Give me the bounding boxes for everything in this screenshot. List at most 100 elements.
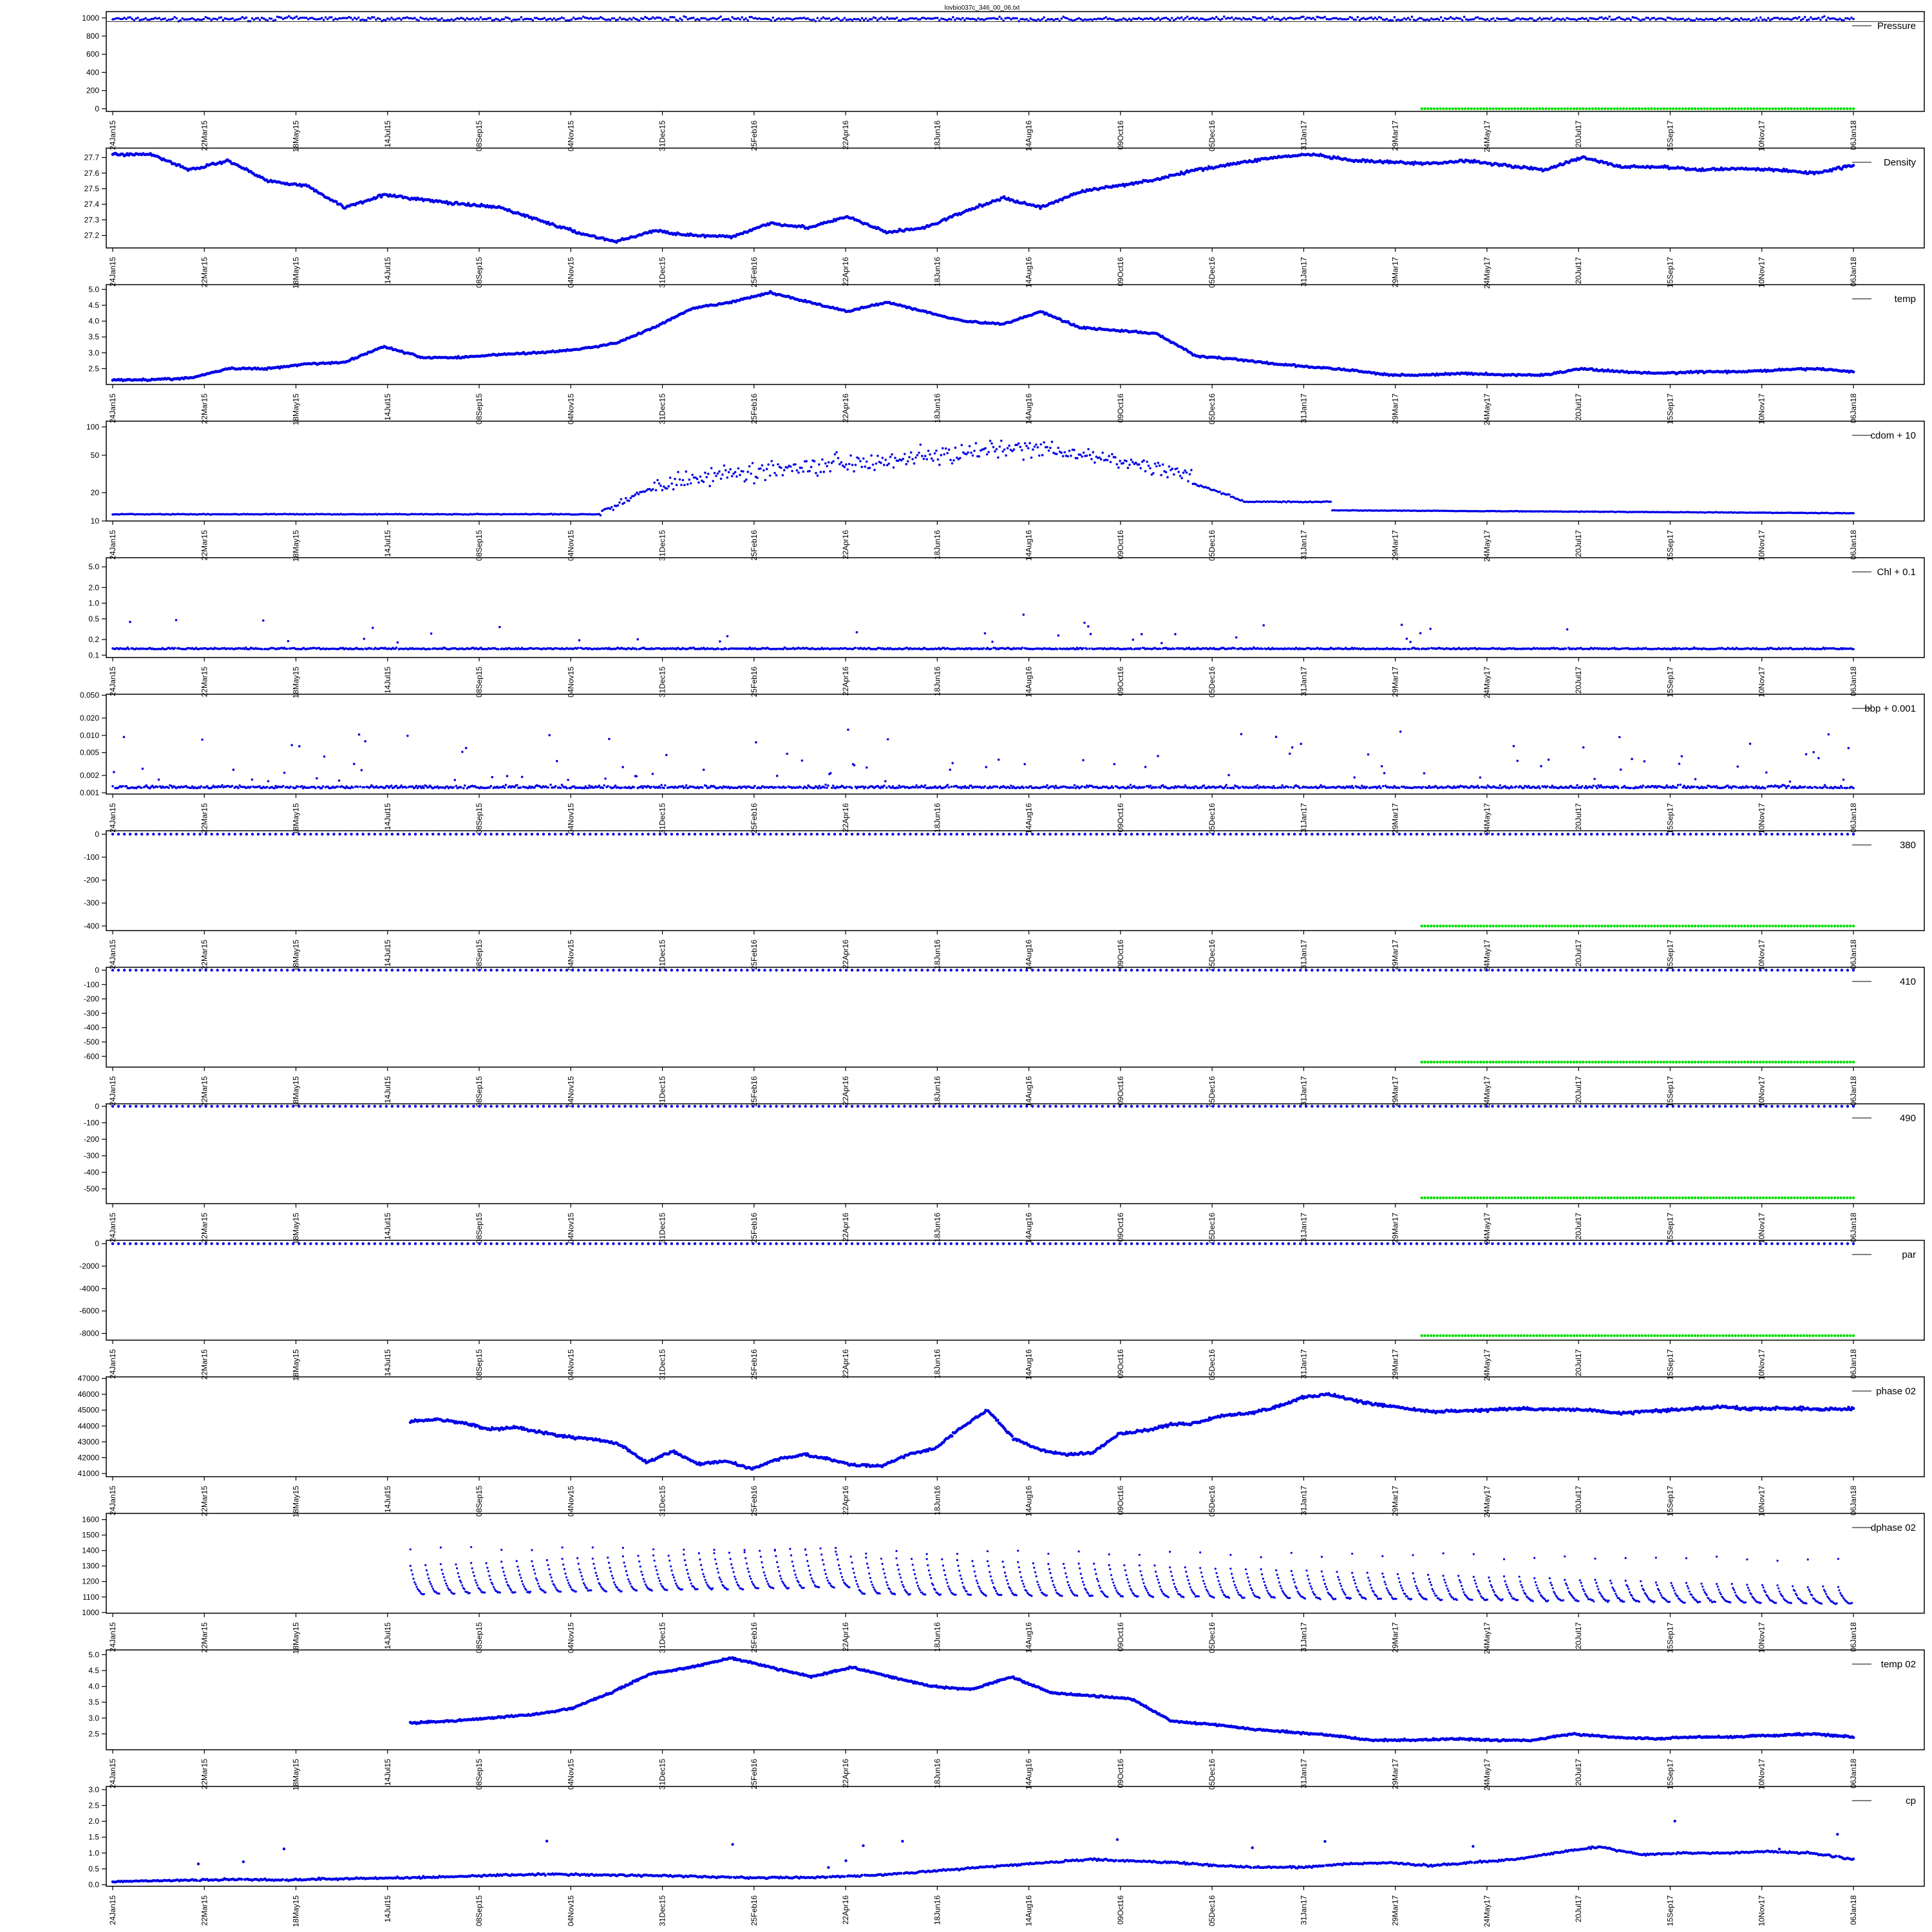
data-point bbox=[1531, 17, 1533, 20]
data-point bbox=[1829, 17, 1832, 21]
data-point bbox=[1329, 18, 1332, 21]
flag-point bbox=[1513, 107, 1517, 110]
data-point bbox=[824, 17, 827, 20]
data-point bbox=[1705, 17, 1708, 20]
data-point bbox=[1070, 18, 1073, 21]
data-point bbox=[808, 469, 811, 473]
x-tick-label: 22Apr16 bbox=[841, 530, 850, 560]
data-point bbox=[1043, 441, 1045, 444]
data-point bbox=[473, 18, 476, 21]
data-point bbox=[716, 472, 719, 475]
data-point bbox=[929, 17, 931, 20]
x-tick-label: 24May17 bbox=[1482, 120, 1492, 153]
x-tick-label: 06Jan18 bbox=[1849, 530, 1858, 560]
data-point bbox=[1772, 17, 1776, 19]
flag-point bbox=[1768, 107, 1771, 110]
data-point bbox=[504, 16, 507, 19]
data-point bbox=[1709, 17, 1712, 21]
data-point bbox=[350, 16, 352, 19]
data-point bbox=[1211, 17, 1214, 19]
data-point bbox=[1335, 17, 1338, 20]
data-point bbox=[1654, 18, 1658, 21]
data-point bbox=[691, 473, 694, 477]
data-point bbox=[994, 17, 997, 20]
data-point bbox=[914, 456, 917, 459]
y-tick-label: 20 bbox=[91, 488, 100, 497]
x-tick-label: 14Aug16 bbox=[1025, 120, 1034, 151]
data-point bbox=[658, 482, 661, 485]
data-point bbox=[750, 472, 752, 475]
data-point bbox=[278, 15, 281, 19]
data-point bbox=[322, 19, 325, 21]
data-point bbox=[1097, 17, 1100, 20]
data-point bbox=[1447, 17, 1450, 20]
data-point bbox=[865, 460, 868, 463]
data-point bbox=[843, 466, 846, 468]
data-point bbox=[200, 19, 204, 21]
data-point bbox=[1660, 17, 1663, 20]
flag-point bbox=[1482, 107, 1486, 110]
data-point bbox=[1010, 18, 1012, 21]
data-point bbox=[1352, 18, 1356, 21]
data-point bbox=[243, 17, 246, 20]
data-point bbox=[1081, 455, 1083, 458]
data-point bbox=[1296, 17, 1299, 20]
data-point bbox=[189, 17, 192, 21]
data-point bbox=[535, 17, 538, 19]
data-point bbox=[1094, 461, 1096, 464]
flag-point bbox=[1613, 107, 1616, 110]
x-tick-label: 08Sep15 bbox=[475, 530, 484, 561]
data-point bbox=[1466, 19, 1470, 21]
data-point bbox=[1327, 18, 1330, 21]
data-point bbox=[332, 19, 335, 21]
data-point bbox=[1732, 18, 1735, 21]
data-point bbox=[653, 481, 656, 484]
data-point bbox=[1461, 19, 1464, 22]
data-point bbox=[566, 19, 569, 22]
flag-point bbox=[1749, 107, 1753, 110]
data-point bbox=[308, 17, 312, 19]
data-point bbox=[983, 19, 985, 21]
data-point bbox=[1680, 17, 1683, 21]
data-point bbox=[396, 17, 399, 20]
data-point bbox=[227, 18, 231, 21]
data-point bbox=[1225, 17, 1227, 20]
data-point bbox=[1474, 16, 1477, 19]
data-point bbox=[316, 18, 319, 21]
data-point bbox=[858, 19, 862, 22]
data-point bbox=[225, 17, 229, 21]
data-point bbox=[433, 17, 435, 20]
data-point bbox=[326, 17, 329, 21]
data-point bbox=[781, 17, 784, 20]
data-point bbox=[1149, 17, 1152, 19]
data-point bbox=[1147, 17, 1150, 21]
flag-point bbox=[1783, 107, 1787, 110]
data-point bbox=[324, 16, 327, 19]
data-point bbox=[764, 17, 766, 21]
data-point bbox=[560, 16, 564, 19]
data-point bbox=[810, 466, 813, 468]
data-point bbox=[1085, 19, 1088, 21]
x-tick-label: 08Sep15 bbox=[475, 257, 484, 288]
flag-point bbox=[1587, 107, 1591, 110]
data-point bbox=[369, 17, 372, 20]
data-point bbox=[1776, 16, 1779, 19]
data-point bbox=[729, 468, 732, 471]
data-point bbox=[1376, 18, 1379, 21]
y-tick-label: 27.3 bbox=[84, 215, 100, 224]
x-tick-label: 18May15 bbox=[292, 667, 301, 699]
data-point bbox=[997, 456, 999, 459]
data-point bbox=[1037, 18, 1039, 21]
data-point bbox=[1164, 471, 1168, 473]
data-point bbox=[423, 18, 426, 21]
data-point bbox=[874, 17, 877, 19]
data-point bbox=[1685, 18, 1689, 21]
flag-point bbox=[1737, 107, 1740, 110]
data-point bbox=[270, 17, 273, 20]
x-tick-label: 14Aug16 bbox=[1025, 530, 1034, 561]
x-tick-label: 10Nov17 bbox=[1757, 257, 1766, 288]
data-point bbox=[1624, 19, 1626, 21]
data-point bbox=[593, 17, 596, 20]
data-point bbox=[328, 16, 331, 19]
